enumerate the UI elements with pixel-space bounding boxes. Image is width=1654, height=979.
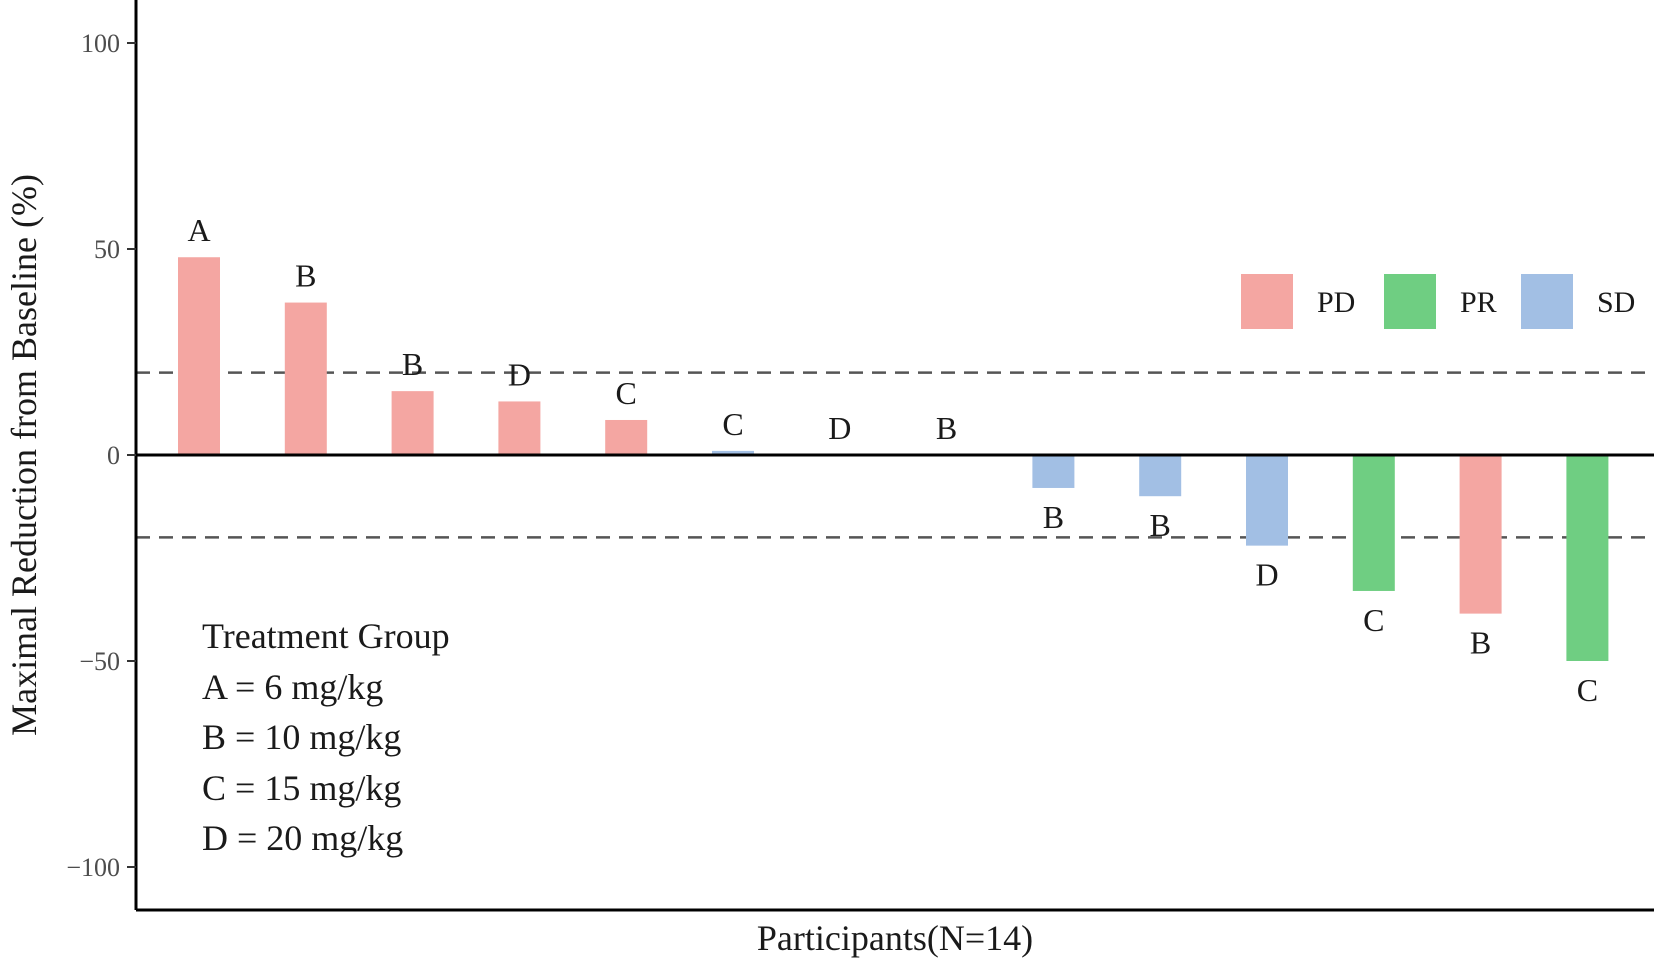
bar [605, 419, 648, 455]
reference-lines [136, 371, 1654, 539]
bar [712, 450, 754, 455]
bar-label: D [508, 356, 531, 392]
bar [284, 302, 327, 455]
legend-label: PR [1460, 286, 1497, 319]
y-axis-title: Maximal Reduction from Baseline (%) [4, 174, 44, 736]
bar-label: A [187, 212, 210, 248]
bar [1032, 455, 1075, 488]
note-title: Treatment Group [202, 616, 450, 656]
bar-label: B [1043, 499, 1064, 535]
bar-label: D [1255, 557, 1278, 593]
bar [498, 401, 541, 455]
legend: PD PR SD [1241, 274, 1635, 329]
bar-label: C [1363, 602, 1384, 638]
y-tick-label: 100 [81, 29, 120, 58]
bar-label: B [936, 410, 957, 446]
bar-label: B [1150, 507, 1171, 543]
y-ticks: 100 50 0 −50 −100 [66, 29, 136, 882]
bar [1352, 455, 1395, 591]
note-line: A = 6 mg/kg [202, 667, 383, 707]
y-tick-label: 50 [94, 235, 120, 264]
y-tick-label: 0 [107, 441, 120, 470]
note-line: C = 15 mg/kg [202, 768, 401, 808]
y-tick-label: −100 [66, 853, 120, 882]
bar [1459, 455, 1502, 614]
legend-label: SD [1597, 286, 1635, 319]
bar-label: C [1577, 672, 1598, 708]
bars [178, 257, 1609, 661]
legend-swatch [1384, 274, 1436, 329]
bar [1246, 455, 1288, 546]
bar [391, 391, 434, 455]
bar [178, 257, 220, 455]
bar [1139, 455, 1182, 497]
bar-labels: A B B D C C D B B B D C B C [136, 212, 1654, 708]
bar [1566, 455, 1609, 661]
note-line: D = 20 mg/kg [202, 818, 403, 858]
bar-label: D [828, 410, 851, 446]
x-axis-title: Participants(N=14) [757, 918, 1033, 958]
y-tick-label: −50 [79, 647, 120, 676]
note-line: B = 10 mg/kg [202, 717, 401, 757]
legend-swatch [1241, 274, 1293, 329]
bar-label: C [722, 406, 743, 442]
bar-label: B [402, 346, 423, 382]
bar-label: B [295, 258, 316, 294]
treatment-group-note: Treatment Group A = 6 mg/kg B = 10 mg/kg… [202, 616, 450, 858]
legend-label: PD [1317, 286, 1355, 319]
legend-swatch [1521, 274, 1573, 329]
bar-label: C [616, 375, 637, 411]
bar-label: B [1470, 625, 1491, 661]
